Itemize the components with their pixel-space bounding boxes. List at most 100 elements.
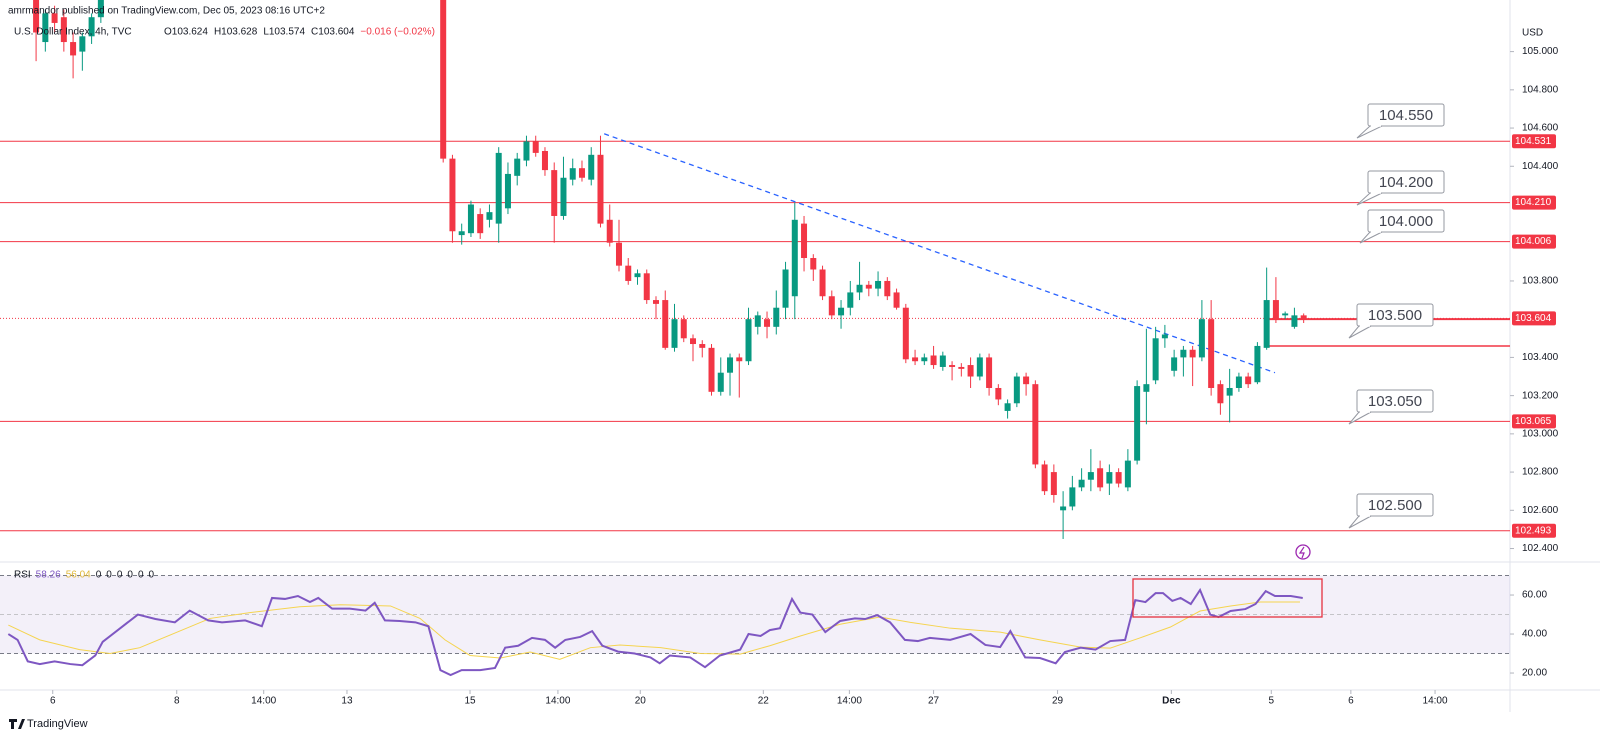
candle-body (625, 265, 632, 281)
candle-body (449, 158, 456, 232)
candle-body (504, 173, 511, 209)
last-price-box (1512, 311, 1556, 326)
candle-body (810, 258, 817, 270)
last-price-label: 103.604 (1515, 313, 1552, 324)
callout-label: 104.000 (1379, 213, 1433, 230)
level-label: 104.210 (1515, 197, 1552, 208)
callout-box (1367, 209, 1445, 233)
candle-body (1208, 319, 1215, 388)
ohlc-legend: C103.604 (311, 27, 355, 38)
candle-body (838, 307, 845, 316)
candle-body (1078, 479, 1085, 488)
x-tick-label: 8 (174, 696, 180, 707)
candle-body (458, 231, 465, 236)
symbol-title: U.S. Dollar Index, 4h, TVC (14, 27, 132, 38)
candle-body (680, 319, 687, 339)
candle-body (1282, 313, 1289, 316)
trendline (603, 133, 1276, 374)
price-pane (0, 0, 1510, 539)
candle-body (1013, 376, 1020, 404)
callout-box (1356, 389, 1434, 413)
y-tick-label: 103.200 (1522, 390, 1559, 401)
candle-body (1300, 315, 1307, 320)
candle-body (1124, 460, 1131, 488)
candle-body (1032, 384, 1039, 465)
x-tick-label: 14:00 (837, 696, 862, 707)
candle-body (70, 42, 77, 56)
candle-body (79, 36, 86, 52)
callout-pointer (1356, 125, 1383, 139)
candle-body (440, 0, 447, 159)
candle-body (736, 357, 743, 362)
level-label: 102.493 (1515, 525, 1552, 536)
y-tick-label: 103.400 (1522, 352, 1559, 363)
callout-box (1356, 493, 1434, 517)
currency: USD (1522, 28, 1543, 39)
candle-body (634, 273, 641, 278)
callout-pointer (1356, 192, 1383, 206)
x-tick-label: 14:00 (1423, 696, 1448, 707)
candle-body (1198, 319, 1205, 358)
candle-body (33, 0, 40, 33)
candle-body (847, 292, 854, 308)
candle-body (42, 13, 49, 43)
callout-box (1356, 303, 1434, 327)
callout-pointer (1359, 231, 1383, 244)
ohlc-legend: H103.628 (214, 27, 258, 38)
candle-body (1143, 384, 1150, 392)
callout-pointer (1348, 515, 1372, 529)
highlight-box (1132, 578, 1323, 618)
candle-body (495, 152, 502, 224)
candle-body (912, 357, 919, 362)
candle-body (486, 212, 493, 220)
candle-body (88, 17, 95, 37)
candle-body (921, 357, 928, 362)
candle-body (60, 17, 67, 43)
candle-body (560, 177, 567, 216)
level-label: 103.065 (1515, 416, 1552, 427)
rsi-legend: 0 (149, 570, 155, 581)
rsi-band-fill (0, 575, 1510, 654)
level-label-box (1512, 234, 1556, 249)
y-tick-label: 105.000 (1522, 46, 1559, 57)
x-tick-label: Dec (1162, 696, 1181, 707)
y-tick-label: 102.400 (1522, 543, 1559, 554)
candle-body (1171, 357, 1178, 371)
callout-label: 103.500 (1368, 307, 1422, 324)
candle-body (1189, 349, 1196, 358)
x-tick-label: 14:00 (251, 696, 276, 707)
candle-body (902, 307, 909, 360)
candle-body (1050, 472, 1057, 496)
candle-body (1263, 300, 1270, 348)
callout-box (1367, 103, 1445, 127)
candle-body (1115, 472, 1122, 484)
candle-body (1217, 384, 1224, 404)
callout-pointer (1348, 325, 1372, 339)
ohlc-legend: −0.016 (−0.02%) (360, 27, 435, 38)
candle-body (939, 355, 946, 367)
candle-body (930, 355, 937, 366)
candle-body (477, 214, 484, 234)
candle-body (875, 280, 882, 289)
level-label: 104.531 (1515, 136, 1552, 147)
candle-body (819, 269, 826, 297)
candle-body (652, 300, 659, 304)
level-label-box (1512, 134, 1556, 149)
candle-body (995, 387, 1002, 400)
candle-body (828, 296, 835, 316)
candle-body (1097, 468, 1104, 488)
level-label: 104.006 (1515, 236, 1552, 247)
candle-body (958, 366, 965, 369)
candle-body (1087, 472, 1094, 480)
candle-body (699, 344, 706, 348)
candle-body (791, 219, 798, 297)
candle-body (717, 372, 724, 392)
brand: TradingView (27, 718, 88, 730)
x-tick-label: 6 (1348, 696, 1354, 707)
candle-body (782, 269, 789, 308)
y-tick-label: 104.400 (1522, 161, 1559, 172)
candle-body (1041, 464, 1048, 492)
level-label-box (1512, 523, 1556, 538)
candle-body (773, 307, 780, 327)
